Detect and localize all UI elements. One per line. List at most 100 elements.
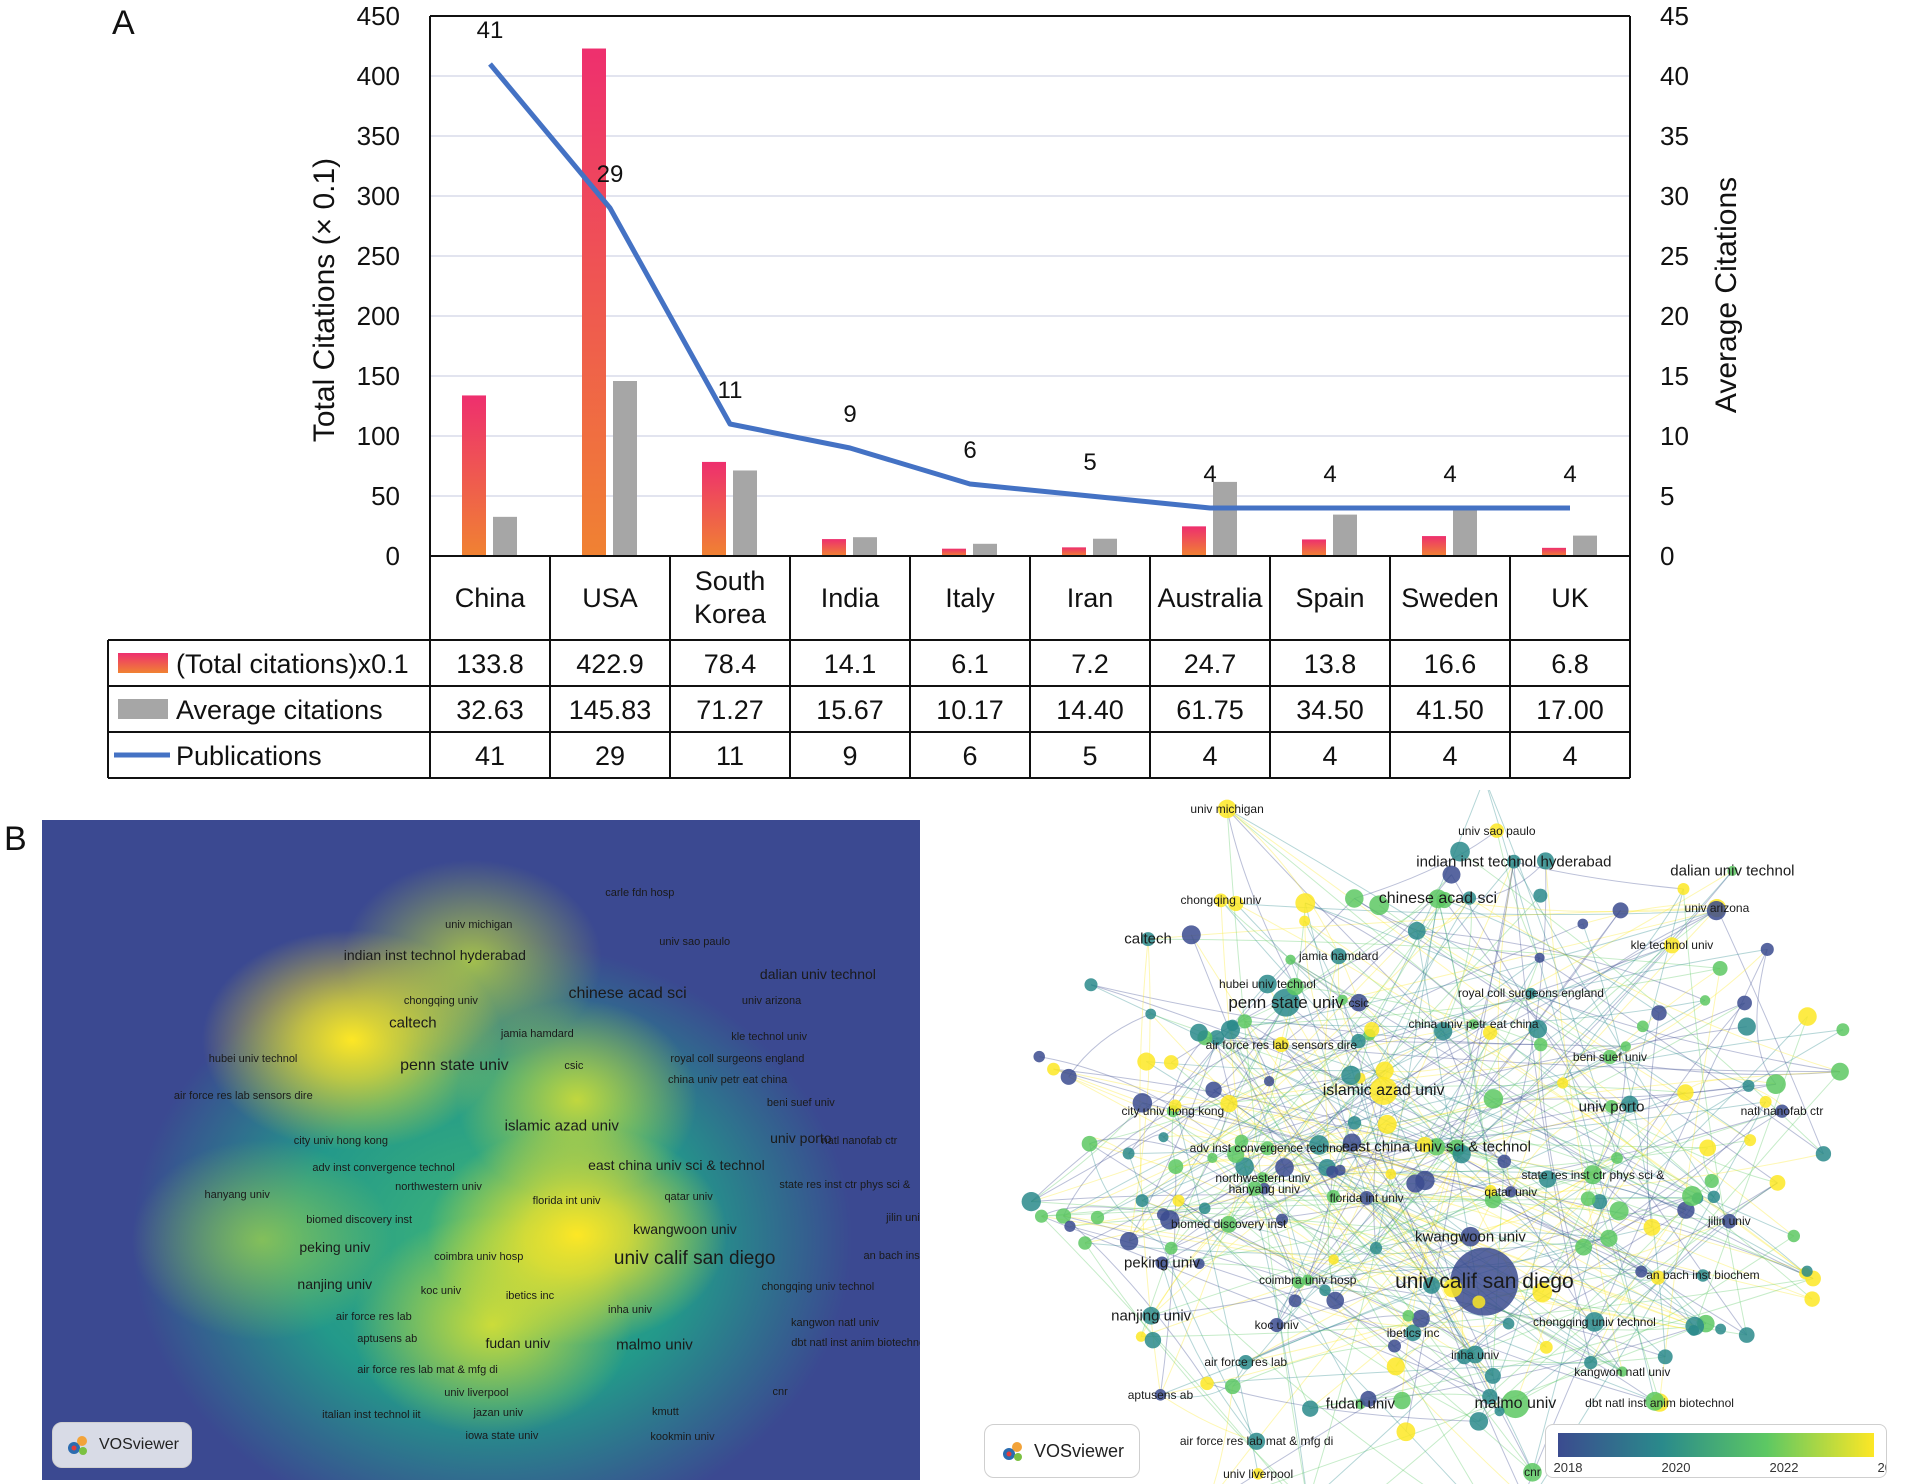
- network-node: [1533, 888, 1548, 903]
- network-edge: [1235, 1029, 1372, 1155]
- network-edge: [1424, 1179, 1814, 1279]
- network-edge: [1582, 904, 1718, 925]
- network-node: [1436, 891, 1453, 909]
- network-edge: [1063, 1023, 1474, 1217]
- density-label: florida int univ: [532, 1194, 601, 1207]
- network-node: [1326, 1165, 1339, 1178]
- network-node: [1360, 1390, 1377, 1408]
- network-edge: [1031, 1070, 1385, 1203]
- network-edge: [1150, 1013, 1494, 1377]
- network-edge: [1469, 897, 1841, 1073]
- network-node: [1375, 1061, 1394, 1080]
- network-edge: [1280, 1044, 1494, 1377]
- network-edge: [1170, 1062, 1333, 1173]
- network-edge: [1228, 902, 1306, 1225]
- y2-axis-title: Average Citations: [1710, 177, 1743, 413]
- network-node: [1168, 1159, 1184, 1175]
- network-edge: [1416, 930, 1501, 1412]
- table-value-cell: 422.9: [576, 649, 644, 679]
- density-label: state res inst ctr phys sci &: [779, 1178, 911, 1191]
- network-edge: [1159, 1166, 1177, 1395]
- network-node: [1657, 1349, 1673, 1365]
- network-edge: [1171, 1002, 1745, 1249]
- network-edge: [1354, 898, 1778, 1184]
- network-node: [1237, 1014, 1252, 1029]
- network-node: [1132, 1093, 1153, 1113]
- network-label: air force res lab mat & mfg di: [1179, 1434, 1334, 1449]
- network-node: [1620, 1041, 1631, 1052]
- density-heatmap: [42, 820, 920, 1480]
- network-edge: [1030, 999, 1343, 1202]
- y-tick-label: 350: [357, 121, 400, 151]
- network-node: [1650, 1270, 1666, 1285]
- network-edge: [1307, 1173, 1392, 1281]
- network-edge: [1174, 1105, 1259, 1474]
- table-value-cell: 4: [1322, 741, 1337, 771]
- network-edge: [1562, 949, 1768, 1084]
- bar-total-citations: [1542, 547, 1566, 556]
- x-category-label: India: [821, 583, 881, 613]
- network-edge: [1170, 992, 1532, 1249]
- y2-tick-label: 10: [1660, 421, 1689, 451]
- network-edge: [1190, 934, 1285, 1168]
- density-label: kookmin univ: [650, 1431, 715, 1444]
- network-edge: [1160, 1394, 1257, 1442]
- bar-average-citations: [733, 470, 757, 556]
- network-node: [1220, 1215, 1238, 1233]
- network-edge: [1204, 1037, 1840, 1073]
- network-node: [1406, 1174, 1425, 1193]
- network-edge: [1351, 1142, 1659, 1279]
- network-edge: [1375, 957, 1541, 1249]
- x-category-label: South Korea: [694, 566, 767, 629]
- network-edge: [1443, 899, 1612, 1107]
- bar-average-citations: [1213, 481, 1237, 556]
- network-label: florida int univ: [1329, 1190, 1404, 1205]
- density-label: penn state univ: [400, 1057, 509, 1075]
- vosviewer-logo-icon: [67, 1436, 87, 1455]
- network-edge: [1442, 897, 1472, 1032]
- density-label: natl nanofab ctr: [821, 1134, 898, 1147]
- bar-total-citations: [582, 48, 606, 557]
- network-edge: [1682, 888, 1748, 1336]
- network-node: [1168, 1099, 1182, 1113]
- network-node: [1769, 1174, 1786, 1191]
- network-label: hanyang univ: [1228, 1181, 1300, 1196]
- network-node: [1831, 1062, 1849, 1081]
- density-label: east china univ sci & technol: [588, 1157, 765, 1174]
- network-edge: [1307, 1157, 1618, 1281]
- network-node: [1090, 1210, 1105, 1225]
- density-label: ibetics inc: [505, 1289, 555, 1302]
- network-label: indian inst technol hyderabad: [1416, 853, 1612, 871]
- network-edge: [1373, 1090, 1385, 1249]
- colorbar-tick-label: 2020: [1662, 1460, 1691, 1475]
- network-node: [1484, 1184, 1497, 1197]
- y-axis-title: Total Citations (× 0.1): [308, 158, 341, 442]
- network-edge: [1332, 1171, 1471, 1238]
- network-node: [1502, 1317, 1515, 1330]
- network-node: [1205, 1081, 1222, 1098]
- network-edge: [1128, 1153, 1257, 1442]
- network-node: [1160, 1210, 1180, 1230]
- network-edge: [1097, 1074, 1352, 1218]
- network-label: univ liverpool: [1223, 1466, 1294, 1481]
- network-node: [1189, 1023, 1208, 1042]
- network-node: [1617, 1366, 1628, 1377]
- network-label: koc univ: [1254, 1318, 1299, 1333]
- network-node: [1602, 1049, 1618, 1065]
- network-node: [1577, 918, 1589, 930]
- density-label: univ sao paulo: [659, 936, 731, 948]
- network-edge: [1390, 1173, 1454, 1289]
- network-edge: [1307, 910, 1621, 1281]
- network-node: [1484, 1367, 1501, 1384]
- network-edge: [1245, 1315, 1409, 1363]
- y2-tick-label: 20: [1660, 301, 1689, 331]
- density-label: kwangwoon univ: [633, 1220, 737, 1237]
- network-edge: [1128, 1037, 1218, 1242]
- network-edge: [1161, 1174, 1594, 1264]
- bar-total-citations: [822, 539, 846, 556]
- network-node: [1525, 987, 1537, 999]
- network-node: [1766, 1074, 1786, 1095]
- network-label: an bach inst biochem: [1646, 1268, 1760, 1283]
- table-value-cell: 4: [1562, 741, 1577, 771]
- network-label: fudan univ: [1325, 1395, 1396, 1413]
